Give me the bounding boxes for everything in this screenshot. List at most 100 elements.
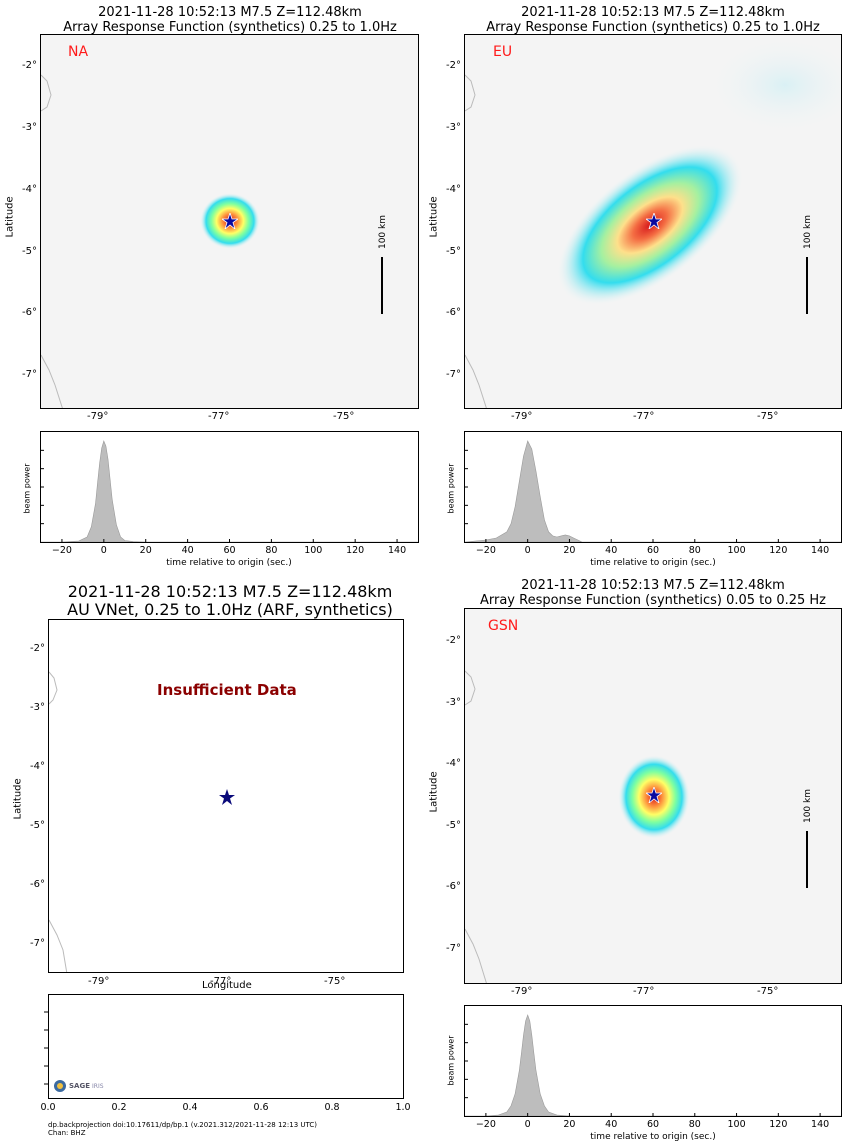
gsn-lon-tick: -75°: [757, 986, 779, 997]
au-lat-tick: -5°: [30, 820, 45, 831]
gsn-map: GSN 100 km: [464, 608, 842, 984]
na-title: 2021-11-28 10:52:13 M7.5 Z=112.48km Arra…: [40, 5, 420, 35]
au-title-line2: AU VNet, 0.25 to 1.0Hz (ARF, synthetics): [67, 600, 393, 619]
eu-lat-tick: -6°: [446, 307, 461, 318]
beam-x-tick-label: 40: [605, 1119, 618, 1130]
eu-scale-bar: [806, 257, 808, 314]
credit-text: dp.backprojection doi:10.17611/dp/bp.1 (…: [48, 1121, 317, 1137]
au-title-line1: 2021-11-28 10:52:13 M7.5 Z=112.48km: [67, 582, 393, 601]
eu-lon-tick: -75°: [757, 411, 779, 422]
beam-x-tick-label: 80: [688, 545, 701, 556]
eu-beam-svg: [464, 440, 841, 543]
au-beam-xtick: 0.8: [324, 1102, 340, 1113]
credit-line1: dp.backprojection doi:10.17611/dp/bp.1 (…: [48, 1121, 317, 1129]
gsn-scale-bar: [806, 831, 808, 888]
eu-scale-label: 100 km: [803, 214, 813, 250]
au-lat-tick: -3°: [30, 702, 45, 713]
gsn-lon-tick: -77°: [633, 986, 655, 997]
beam-x-tick-label: 100: [727, 545, 746, 556]
au-beam-xtick: 0.0: [40, 1102, 56, 1113]
eu-lat-tick: -5°: [446, 246, 461, 257]
beam-x-tick-label: 100: [304, 545, 323, 556]
eu-lon-tick: -77°: [633, 411, 655, 422]
na-lon-tick: -79°: [87, 411, 109, 422]
gsn-lat-tick: -5°: [446, 820, 461, 831]
beam-x-tick-label: 140: [811, 1119, 830, 1130]
credit-line2: Chan: BHZ: [48, 1129, 86, 1137]
beam-x-tick-label: 20: [563, 1119, 576, 1130]
na-lat-tick: -6°: [22, 307, 37, 318]
au-beam-xtick: 0.4: [182, 1102, 198, 1113]
eu-lat-tick: -2°: [446, 60, 461, 71]
au-beam-xtick: 1.0: [395, 1102, 411, 1113]
gsn-beam-plot: [464, 1005, 842, 1117]
na-lat-tick: -5°: [22, 246, 37, 257]
au-lon-tick: -75°: [324, 976, 346, 987]
star-icon: [222, 213, 238, 229]
au-beam-xtick: 0.2: [111, 1102, 127, 1113]
eu-lon-tick: -79°: [511, 411, 533, 422]
eu-title-line1: 2021-11-28 10:52:13 M7.5 Z=112.48km: [521, 5, 785, 20]
beam-x-tick-label: 120: [769, 1119, 788, 1130]
beam-power-area: [465, 1014, 841, 1117]
na-lat-tick: -7°: [22, 369, 37, 380]
insufficient-data-message: Insufficient Data: [157, 681, 297, 699]
beam-x-tick-label: 140: [811, 545, 830, 556]
beam-power-area: [41, 440, 418, 543]
au-beam-left-ticks: [44, 994, 48, 1099]
na-beam-y-label: beam power: [22, 463, 32, 514]
au-map: Insufficient Data: [48, 619, 404, 973]
au-lat-tick: -2°: [30, 643, 45, 654]
iris-logo-text: IRIS: [92, 1082, 104, 1090]
beam-x-tick-label: 20: [139, 545, 152, 556]
gsn-lat-tick: -7°: [446, 943, 461, 954]
gsn-beam-svg: [465, 1014, 841, 1117]
beam-x-tick-label: 60: [646, 545, 660, 556]
au-lon-tick: -77°: [210, 976, 232, 987]
beam-x-tick-label: −20: [475, 1119, 496, 1130]
beam-x-tick-label: 0: [100, 545, 107, 556]
eu-beam-x-label: time relative to origin (sec.): [590, 558, 716, 568]
gsn-lat-tick: -2°: [446, 635, 461, 646]
eu-network-label: EU: [493, 44, 513, 60]
gsn-lat-tick: -4°: [446, 758, 461, 769]
na-lat-tick: -2°: [22, 60, 37, 71]
gsn-title-line2: Array Response Function (synthetics) 0.0…: [479, 593, 827, 608]
sage-logo: SAGE IRIS: [53, 1079, 104, 1093]
gsn-scale-label: 100 km: [803, 788, 813, 824]
eu-beam-y-label: beam power: [446, 463, 456, 514]
eu-lat-tick: -4°: [446, 184, 461, 195]
au-lat-tick: -6°: [30, 879, 45, 890]
beam-x-tick-label: 100: [727, 1119, 746, 1130]
na-title-line1: 2021-11-28 10:52:13 M7.5 Z=112.48km: [98, 5, 362, 20]
au-x-axis-label: Longitude: [202, 980, 252, 991]
beam-x-tick-label: 60: [223, 545, 236, 556]
beam-x-tick-label: 120: [769, 545, 788, 556]
eu-title-line2: Array Response Function (synthetics) 0.2…: [486, 20, 820, 35]
beam-x-tick-label: 60: [646, 1119, 660, 1130]
na-lon-tick: -77°: [208, 411, 230, 422]
star-icon: [646, 213, 662, 229]
eu-map: EU 100 km: [464, 34, 842, 409]
eu-lat-tick: -7°: [446, 369, 461, 380]
beam-x-tick-label: −20: [475, 545, 496, 556]
na-scale-bar: [381, 257, 383, 314]
na-y-axis-label: Latitude: [4, 196, 16, 238]
au-beam-xtick: 0.6: [253, 1102, 269, 1113]
eu-title: 2021-11-28 10:52:13 M7.5 Z=112.48km Arra…: [464, 5, 842, 35]
au-lat-tick: -7°: [30, 938, 45, 949]
au-map-bg: [49, 671, 68, 972]
beam-x-tick-label: 0: [524, 545, 531, 556]
na-lat-tick: -4°: [22, 184, 37, 195]
gsn-title-line1: 2021-11-28 10:52:13 M7.5 Z=112.48km: [521, 578, 785, 593]
na-beam-svg: [41, 440, 418, 543]
gsn-network-label: GSN: [488, 618, 519, 634]
beam-power-area: [464, 440, 841, 543]
eu-y-axis-label: Latitude: [428, 196, 440, 238]
beam-x-tick-label: 80: [688, 1119, 701, 1130]
eu-lat-tick: -3°: [446, 122, 461, 133]
beam-x-tick-label: 140: [387, 545, 407, 556]
gsn-lat-tick: -3°: [446, 697, 461, 708]
na-lon-tick: -75°: [333, 411, 355, 422]
gsn-beam-x-label: time relative to origin (sec.): [590, 1132, 716, 1142]
